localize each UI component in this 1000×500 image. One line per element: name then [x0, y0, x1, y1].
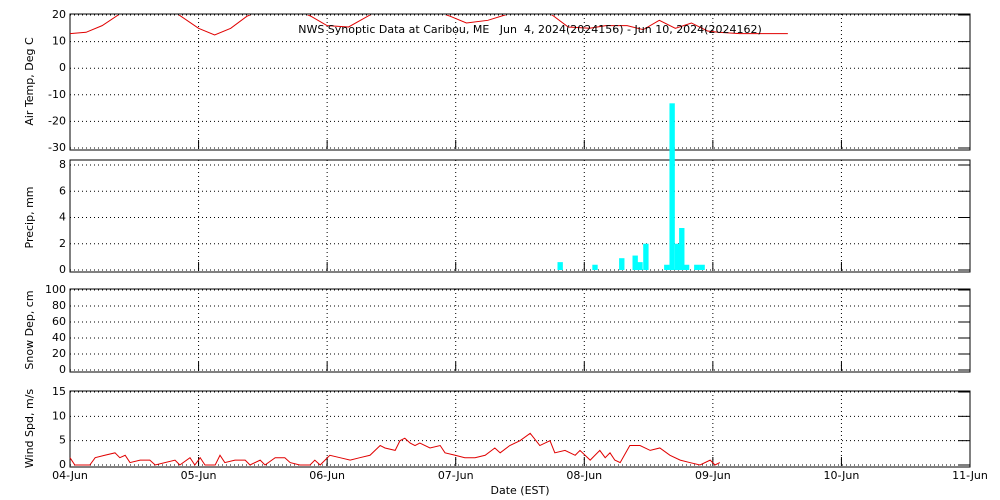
- y-tick-label: 8: [59, 158, 66, 171]
- x-tick-label: 07-Jun: [438, 469, 474, 482]
- y-tick-label: 5: [59, 434, 66, 447]
- y-axis-label: Snow Dep, cm: [23, 290, 36, 369]
- x-tick-label: 11-Jun: [952, 469, 988, 482]
- bar: [683, 264, 690, 270]
- y-tick-label: 6: [59, 184, 66, 197]
- data-line: [69, 432, 721, 466]
- bar: [694, 264, 700, 270]
- x-axis-label: Date (EST): [490, 484, 549, 497]
- bar: [592, 264, 598, 270]
- y-tick-label: 0: [59, 458, 66, 471]
- panel-frame: [69, 13, 971, 151]
- bar: [557, 262, 563, 270]
- y-tick-label: 80: [52, 299, 66, 312]
- bar: [637, 262, 643, 270]
- y-tick-label: 40: [52, 331, 66, 344]
- x-tick-label: 05-Jun: [181, 469, 217, 482]
- y-tick-label: 2: [59, 237, 66, 250]
- bar: [619, 258, 625, 270]
- bar: [664, 264, 670, 270]
- y-tick-label: -10: [48, 88, 66, 101]
- chart-title: NWS Synoptic Data at Caribou, ME Jun 4, …: [298, 23, 762, 36]
- y-tick-label: 20: [52, 8, 66, 21]
- y-axis-label: Wind Spd, m/s: [23, 389, 36, 469]
- panel-frame: [69, 390, 971, 468]
- x-tick-label: 10-Jun: [824, 469, 860, 482]
- y-tick-label: 60: [52, 315, 66, 328]
- y-axis-label: Precip, mm: [23, 187, 36, 249]
- bar: [669, 103, 675, 270]
- bar: [632, 255, 638, 270]
- y-tick-label: 0: [59, 363, 66, 376]
- bar: [674, 243, 681, 270]
- y-tick-label: 20: [52, 347, 66, 360]
- x-tick-label: 09-Jun: [695, 469, 731, 482]
- panel-frame: [69, 159, 971, 273]
- y-tick-label: 0: [59, 61, 66, 74]
- x-tick-label: 04-Jun: [52, 469, 88, 482]
- y-tick-label: 100: [45, 283, 66, 296]
- x-tick-label: 06-Jun: [309, 469, 345, 482]
- bar: [679, 228, 685, 270]
- bar: [699, 264, 705, 270]
- y-axis-label: Air Temp, Deg C: [23, 37, 36, 126]
- y-tick-label: 0: [59, 263, 66, 276]
- y-tick-label: -30: [48, 141, 66, 154]
- y-tick-label: -20: [48, 114, 66, 127]
- x-tick-label: 08-Jun: [566, 469, 602, 482]
- y-tick-label: 10: [52, 409, 66, 422]
- bar: [643, 243, 649, 270]
- panel-frame: [69, 288, 971, 373]
- y-tick-label: 4: [59, 211, 66, 224]
- data-line: [70, 15, 788, 36]
- y-tick-label: 15: [52, 385, 66, 398]
- y-tick-label: 10: [52, 35, 66, 48]
